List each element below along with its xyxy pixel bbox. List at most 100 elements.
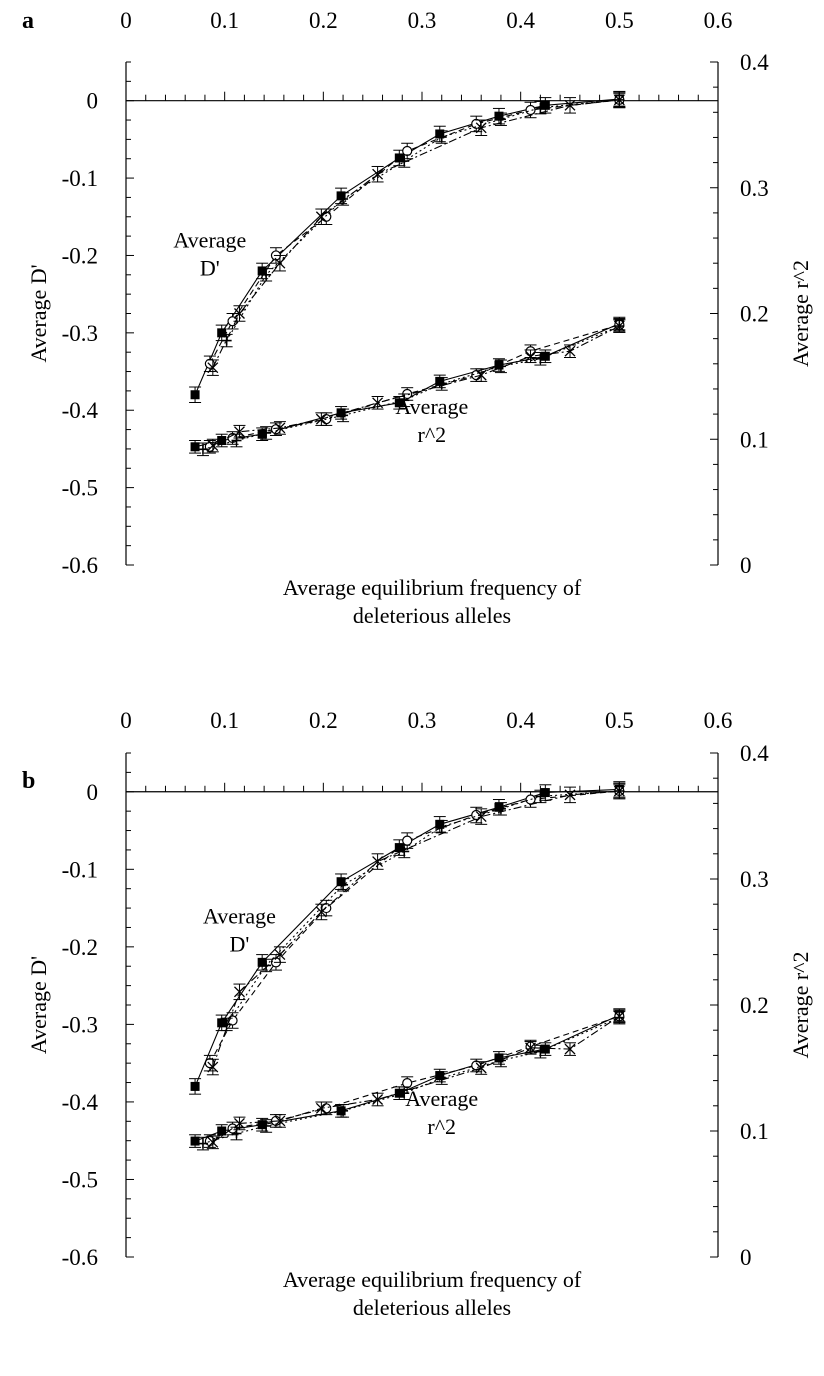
x-axis-title: Average equilibrium frequency of deleteri… (283, 1267, 582, 1320)
data-point-plus (436, 132, 447, 143)
data-point-cross (207, 440, 219, 451)
data-point-cross-stroke (564, 789, 576, 801)
data-point-square (540, 100, 550, 110)
data-point-cross-stroke (207, 1136, 219, 1148)
data-point-plus (221, 1019, 232, 1030)
curve-annotation-line: Average (405, 1086, 478, 1111)
data-point-cross-stroke (475, 369, 487, 381)
data-point-plus (495, 114, 506, 125)
data-point-cross-stroke (372, 1094, 384, 1105)
data-point-plus (535, 353, 546, 364)
data-point-cross-stroke (564, 1043, 576, 1055)
x-tick-label: 0 (120, 708, 132, 733)
data-point-plus (231, 1128, 242, 1139)
x-tick-label: 0.4 (506, 708, 535, 733)
data-point-cross-stroke (207, 362, 219, 374)
data-point-plus (436, 821, 447, 832)
data-point-cross (475, 1062, 487, 1074)
data-point-plus (399, 395, 410, 406)
data-point-plus (495, 1055, 506, 1066)
left-y-tick-label: 0 (87, 780, 99, 805)
data-point-plus (338, 879, 349, 890)
data-point-cross-stroke (274, 422, 286, 434)
data-point-plus (535, 102, 546, 113)
right-y-tick-label: 0.4 (740, 50, 769, 75)
left-y-tick-label: -0.4 (62, 398, 99, 423)
series-line (212, 790, 620, 1068)
data-point-plus (614, 94, 625, 105)
left-y-tick-label: -0.3 (62, 321, 98, 346)
data-point-square (217, 1018, 227, 1028)
data-point-plus (399, 846, 410, 857)
data-point-plus (221, 335, 232, 346)
data-point-square (336, 191, 346, 201)
data-point-square (435, 819, 445, 829)
data-point-plus (614, 785, 625, 796)
left-y-axis-title: Average D' (26, 264, 51, 362)
chart-panel-b: b 0 0.1 0.2 0.3 0.4 0.5 0.6 -0.6 -0.5 -0.4 -0.3 -0.2… (22, 708, 813, 1320)
left-y-axis-title: Average D' (26, 956, 51, 1054)
data-point-plus (261, 1120, 272, 1131)
data-point-cross-stroke (207, 440, 219, 451)
data-point-cross-stroke (372, 856, 384, 868)
data-point-square (190, 442, 200, 452)
right-y-tick-label: 0.3 (740, 867, 769, 892)
data-point-square (435, 129, 445, 139)
data-point-plus (614, 321, 625, 332)
curve-annotation-line: r^2 (427, 1114, 456, 1139)
data-point-plus (261, 427, 272, 438)
data-point-circle (402, 835, 413, 846)
data-point-cross-stroke (207, 1061, 219, 1073)
x-tick-label: 0.6 (704, 8, 733, 33)
curve-annotation-line: D' (230, 932, 250, 957)
data-point-cross (274, 422, 286, 434)
left-y-tick-label: -0.2 (62, 935, 98, 960)
data-point-cross (315, 413, 327, 425)
data-point-cross (475, 369, 487, 381)
data-point-plus (436, 1073, 447, 1084)
x-axis-title-line: Average equilibrium frequency of (283, 1267, 582, 1292)
right-y-tick-label: 0 (740, 553, 752, 578)
left-y-tick-label: -0.6 (62, 553, 98, 578)
data-point-cross (315, 906, 327, 918)
curve-annotation: Average D' (173, 228, 246, 281)
data-point-square (394, 398, 404, 408)
x-tick-label: 0.5 (605, 8, 634, 33)
right-y-tick-label: 0.1 (740, 427, 769, 452)
curve-annotation: Average r^2 (405, 1086, 478, 1139)
right-y-tick-label: 0.2 (740, 302, 769, 327)
data-point-cross (315, 1102, 327, 1114)
data-point-cross (564, 789, 576, 801)
data-point-cross (234, 308, 245, 319)
data-point-cross-stroke (475, 1062, 487, 1074)
data-point-circle (525, 794, 536, 805)
x-tick-label: 0.1 (210, 708, 239, 733)
data-point-plus (197, 1138, 208, 1149)
curve-annotation: Average D' (203, 904, 276, 957)
data-point-square (394, 843, 404, 853)
x-axis-title-line: deleterious alleles (353, 1295, 511, 1320)
data-point-plus (338, 410, 349, 421)
curve-annotation-line: r^2 (418, 422, 447, 447)
data-point-cross-stroke (234, 986, 245, 998)
data-point-cross (372, 1094, 384, 1105)
data-point-plus (261, 269, 272, 280)
data-point-plus (231, 435, 242, 446)
data-point-square (257, 266, 267, 276)
data-point-circle (402, 1078, 413, 1089)
data-point-cross (372, 856, 384, 868)
data-point-cross (564, 99, 576, 111)
right-y-axis-title: Average r^2 (788, 951, 813, 1058)
curve-annotation-line: Average (203, 904, 276, 929)
data-point-cross-stroke (274, 257, 286, 269)
left-y-tick-label: -0.6 (62, 1245, 98, 1270)
left-y-tick-label: -0.1 (62, 857, 98, 882)
data-point-square (336, 877, 346, 887)
x-tick-label: 0.2 (309, 8, 338, 33)
data-point-square (494, 111, 504, 121)
x-tick-label: 0.3 (408, 8, 437, 33)
data-point-square (217, 1126, 227, 1136)
data-point-cross-stroke (315, 1102, 327, 1114)
data-point-cross-stroke (315, 413, 327, 425)
data-point-square (257, 1120, 267, 1130)
